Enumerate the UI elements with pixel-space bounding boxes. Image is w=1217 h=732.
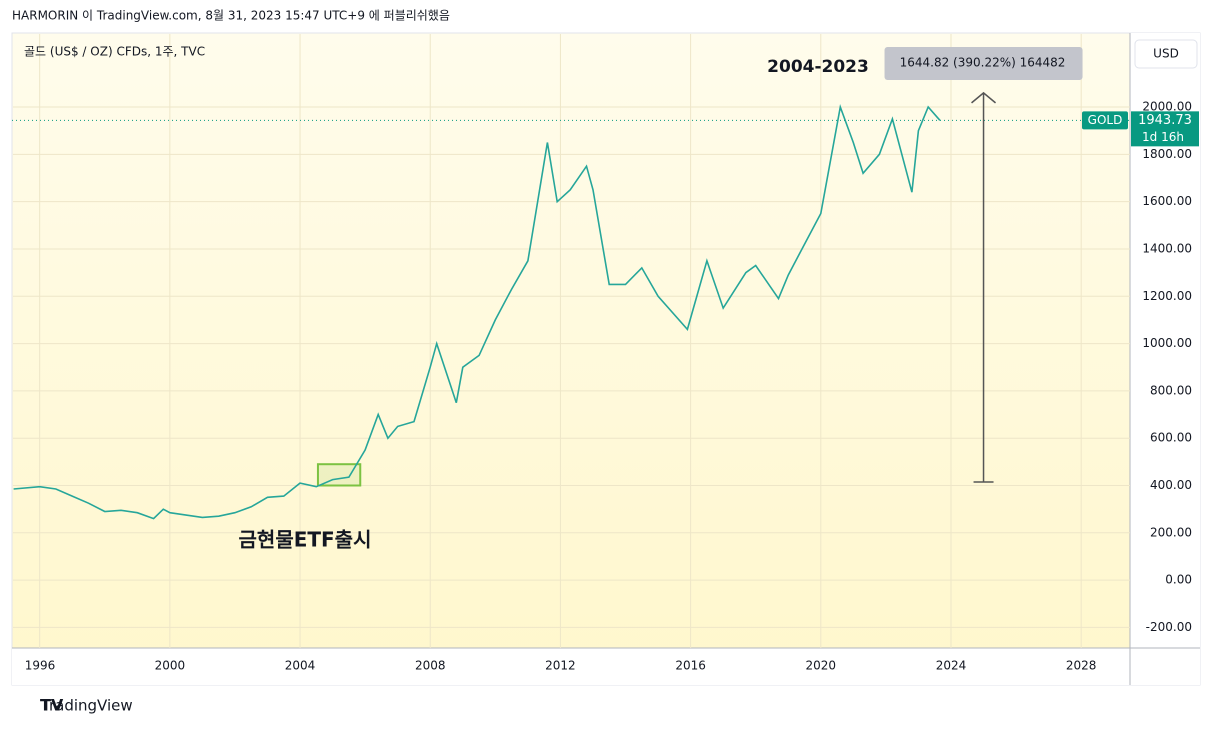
currency[interactable]: USD bbox=[1153, 47, 1179, 61]
x-tick-label: 2024 bbox=[936, 659, 967, 673]
logo: TV bbox=[40, 696, 64, 715]
countdown: 1d 16h bbox=[1142, 130, 1184, 144]
footer-brand: TradingView bbox=[41, 697, 133, 715]
y-tick-label: 1400.00 bbox=[1142, 241, 1192, 255]
x-tick-label: 2008 bbox=[415, 659, 446, 673]
measure-label: 1644.82 (390.22%) 164482 bbox=[900, 56, 1066, 70]
y-tick-label: 800.00 bbox=[1150, 383, 1192, 397]
x-tick-label: 2020 bbox=[806, 659, 837, 673]
time-axis bbox=[12, 648, 1130, 685]
currency-button[interactable] bbox=[1134, 39, 1198, 69]
price-line bbox=[13, 103, 941, 520]
y-tick-label: 600.00 bbox=[1150, 431, 1192, 445]
x-tick-label: 1996 bbox=[25, 659, 56, 673]
measure-box bbox=[884, 47, 1083, 80]
publish-text: HARMORIN 이 TradingView.com, 8월 31, 2023 … bbox=[12, 9, 450, 23]
highlight-box bbox=[316, 463, 362, 487]
price-label: 1943.73 bbox=[1138, 113, 1192, 128]
x-tick-label: 2028 bbox=[1066, 659, 1097, 673]
y-tick-label: -200.00 bbox=[1146, 620, 1192, 634]
price-tag bbox=[1131, 111, 1199, 147]
x-tick-label: 2016 bbox=[675, 659, 706, 673]
chart-frame bbox=[11, 32, 1201, 686]
y-tick-label: 200.00 bbox=[1150, 525, 1192, 539]
annotation: 2004-2023 bbox=[767, 57, 869, 77]
measure-arrow bbox=[971, 91, 997, 104]
y-tick-label: 1600.00 bbox=[1142, 194, 1192, 208]
symbol-tag bbox=[1082, 111, 1128, 130]
y-tick-label: 0.00 bbox=[1165, 573, 1192, 587]
y-tick-label: 1200.00 bbox=[1142, 289, 1192, 303]
y-tick-label: 400.00 bbox=[1150, 478, 1192, 492]
x-tick-label: 2012 bbox=[545, 659, 576, 673]
x-tick-label: 2004 bbox=[285, 659, 316, 673]
symbol-label: GOLD bbox=[1088, 113, 1123, 127]
annotation: 금현물ETF출시 bbox=[239, 528, 372, 552]
chart-title: 골드 (US$ / OZ) CFDs, 1주, TVC bbox=[24, 45, 205, 59]
y-tick-label: 1000.00 bbox=[1142, 336, 1192, 350]
y-tick-label: 1800.00 bbox=[1142, 147, 1192, 161]
x-tick-label: 2000 bbox=[155, 659, 186, 673]
y-tick-label: 2000.00 bbox=[1142, 100, 1192, 114]
